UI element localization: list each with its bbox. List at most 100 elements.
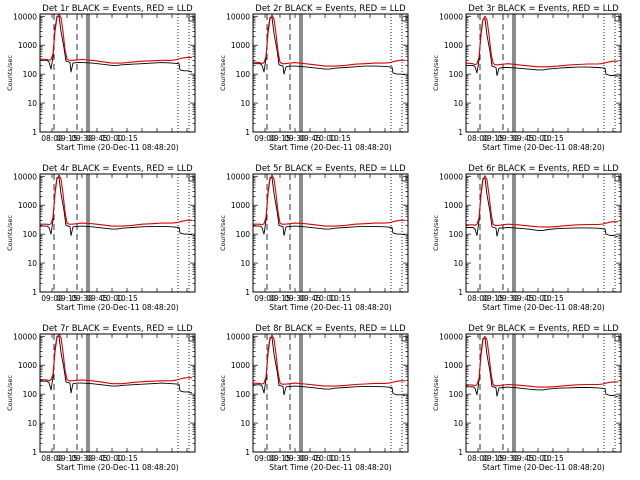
x-axis-label: Start Time (20-Dec-11 08:48:20) [269, 143, 391, 152]
y-tick-label: 10 [27, 99, 37, 108]
panel-title: Det 9r BLACK = Events, RED = LLD [468, 324, 619, 334]
x-tick-label: 10:15 [329, 454, 351, 463]
y-tick-label: 100 [236, 70, 251, 79]
x-tick-label: 09:45 [86, 294, 108, 303]
plot-frame [39, 173, 196, 293]
x-tick-label: 09:15 [482, 134, 504, 143]
x-axis-label: Start Time (20-Dec-11 08:48:20) [56, 303, 178, 312]
x-tick-label: 09:15 [269, 134, 291, 143]
y-axis-label: Counts/sec [6, 375, 14, 411]
x-tick-label: 10:15 [116, 134, 138, 143]
plot-frame [39, 13, 196, 133]
y-tick-label: 1 [245, 128, 250, 137]
panel-det-9: Det 9r BLACK = Events, RED = LLD 1 10 100 10… [432, 324, 622, 472]
x-axis-label: Start Time (20-Dec-11 08:48:20) [269, 463, 391, 472]
x-tick-label: 09:15 [269, 454, 291, 463]
y-tick-label: 10000 [439, 172, 463, 181]
x-tick-label: 09:30 [497, 294, 519, 303]
y-axis-label: Counts/sec [432, 55, 440, 91]
x-tick-label: 09:00 [254, 454, 276, 463]
x-tick-label: 09:45 [86, 134, 108, 143]
plot-frame [465, 13, 622, 133]
panel-title: Det 6r BLACK = Events, RED = LLD [468, 164, 619, 174]
panel-title: Det 8r BLACK = Events, RED = LLD [255, 324, 406, 334]
x-tick-label: 08:00 [41, 134, 63, 143]
bracket-marker [188, 175, 194, 182]
bracket-marker [401, 15, 407, 22]
bracket-marker [614, 335, 620, 342]
x-tick-label: 09:15 [56, 294, 78, 303]
panel-det-2: Det 2r BLACK = Events, RED = LLD 1 10 100 10… [219, 4, 409, 152]
x-tick-label: 09:30 [497, 454, 519, 463]
x-tick-label: 09:15 [56, 454, 78, 463]
x-tick-label: 08:00 [41, 454, 63, 463]
plot-frame [252, 333, 409, 453]
panel-title: Det 2r BLACK = Events, RED = LLD [255, 4, 406, 14]
plot-frame [252, 173, 409, 293]
x-tick-label: 09:00 [254, 134, 276, 143]
x-tick-label: 09:45 [86, 454, 108, 463]
y-axis-label: Counts/sec [432, 215, 440, 251]
bracket-marker [188, 15, 194, 22]
x-tick-label: 10:15 [329, 294, 351, 303]
x-tick-label: 10:15 [542, 454, 564, 463]
y-axis-label: Counts/sec [219, 375, 227, 411]
events-series-line [253, 177, 406, 236]
x-tick-label: 09:45 [299, 134, 321, 143]
events-series-line [466, 177, 619, 238]
lld-series-line [466, 175, 618, 228]
x-tick-label: 09:45 [299, 294, 321, 303]
y-tick-label: 1000 [444, 201, 463, 210]
panel-title: Det 1r BLACK = Events, RED = LLD [42, 4, 193, 14]
y-tick-label: 1 [458, 288, 463, 297]
x-tick-label: 09:30 [497, 134, 519, 143]
panel-det-3: Det 3r BLACK = Events, RED = LLD 1 10 100 10… [432, 4, 622, 152]
y-tick-label: 10000 [226, 12, 250, 21]
y-tick-label: 10 [453, 259, 463, 268]
x-tick-label: 10:00 [101, 294, 123, 303]
y-axis-label: Counts/sec [6, 215, 14, 251]
y-tick-label: 1 [245, 448, 250, 457]
x-tick-label: 09:30 [71, 294, 93, 303]
x-axis-label: Start Time (20-Dec-11 08:48:20) [56, 143, 178, 152]
y-tick-label: 10 [453, 99, 463, 108]
y-tick-label: 1000 [231, 41, 250, 50]
y-tick-label: 1 [458, 128, 463, 137]
plot-frame [252, 13, 409, 133]
lld-series-line [466, 15, 618, 68]
x-tick-label: 10:00 [527, 134, 549, 143]
bracket-marker [614, 15, 620, 22]
y-tick-label: 1000 [444, 361, 463, 370]
bracket-marker [401, 175, 407, 182]
x-tick-label: 10:00 [314, 454, 336, 463]
y-tick-label: 10000 [439, 12, 463, 21]
x-tick-label: 09:30 [71, 134, 93, 143]
x-tick-label: 10:00 [527, 294, 549, 303]
lld-series-line [253, 14, 405, 67]
events-series-line [466, 18, 619, 77]
y-tick-label: 10 [27, 259, 37, 268]
x-tick-label: 10:15 [542, 294, 564, 303]
y-tick-label: 100 [23, 70, 38, 79]
y-tick-label: 1000 [18, 361, 37, 370]
y-axis-label: Counts/sec [219, 55, 227, 91]
events-series-line [40, 335, 193, 394]
events-series-line [253, 337, 406, 396]
x-tick-label: 08:00 [467, 294, 489, 303]
x-tick-label: 09:15 [56, 134, 78, 143]
panel-det-8: Det 8r BLACK = Events, RED = LLD 1 10 100 10… [219, 324, 409, 472]
panel-det-7: Det 7r BLACK = Events, RED = LLD 1 10 100 10… [6, 324, 196, 472]
x-tick-label: 09:45 [512, 134, 534, 143]
x-tick-label: 09:15 [482, 454, 504, 463]
y-tick-label: 10000 [13, 12, 37, 21]
panel-title: Det 5r BLACK = Events, RED = LLD [255, 164, 406, 174]
lld-series-line [40, 334, 192, 385]
plot-frame [465, 333, 622, 453]
x-tick-label: 10:00 [101, 454, 123, 463]
x-axis-label: Start Time (20-Dec-11 08:48:20) [56, 463, 178, 472]
events-series-line [466, 337, 619, 398]
y-tick-label: 100 [449, 70, 464, 79]
y-tick-label: 10 [453, 419, 463, 428]
x-tick-label: 09:30 [284, 134, 306, 143]
